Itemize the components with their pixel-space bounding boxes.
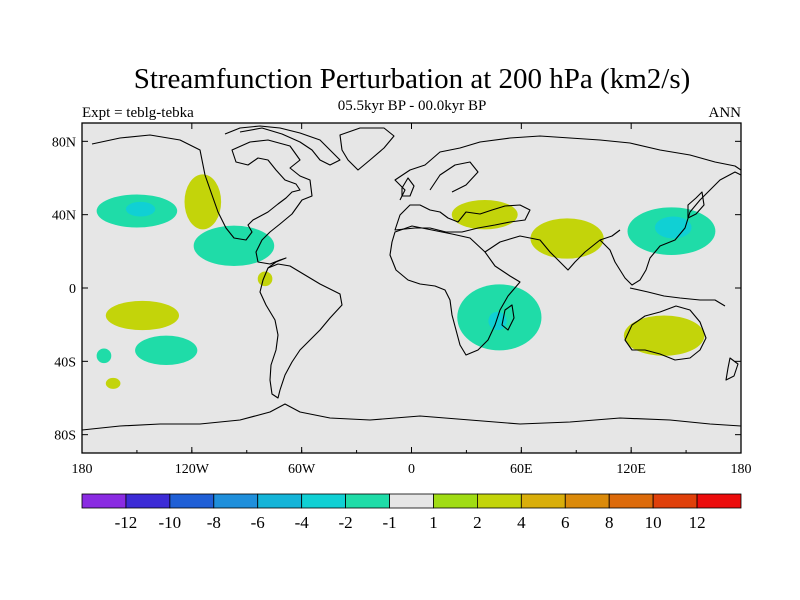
y-axis: 80N 40N 0 40S 80S: [52, 135, 741, 444]
colorbar-box: [520, 493, 566, 509]
season-label: ANN: [709, 105, 742, 121]
coast-canada-islands: [224, 125, 341, 166]
map-background: [82, 123, 741, 453]
anomaly-n-pacific-low-core: [125, 201, 156, 217]
coast-arabia-india: [484, 229, 621, 271]
coastlines: [82, 125, 741, 431]
colorbar-label: -2: [339, 513, 353, 532]
anomaly-australia-high: [623, 315, 705, 356]
x-tick-label: 0: [408, 462, 415, 477]
x-axis: 180 120W 60W 0 60E 120E 180: [72, 123, 752, 477]
y-tick-label: 0: [69, 282, 76, 297]
colorbar-label: 2: [473, 513, 482, 532]
coast-australia: [624, 305, 707, 361]
coast-greenland: [339, 127, 395, 171]
x-tick-label: 120W: [175, 462, 210, 477]
colorbar-label: 1: [429, 513, 438, 532]
coast-north-america: [91, 134, 313, 269]
x-tick-label: 60E: [510, 462, 533, 477]
colorbar-label: 12: [689, 513, 706, 532]
colorbar-box: [257, 493, 303, 509]
anomaly-n-south-america-high: [257, 271, 273, 287]
colorbar-label: -8: [207, 513, 221, 532]
colorbar-label: -1: [382, 513, 396, 532]
coast-new-zealand: [725, 357, 739, 381]
coast-indonesia: [629, 287, 726, 307]
colorbar-label: -6: [251, 513, 265, 532]
colorbar-box: [81, 493, 127, 509]
colorbar-box: [433, 493, 478, 509]
colorbar-box: [169, 493, 215, 509]
map-plot-area: 180 120W 60W 0 60E 120E 180 80N 40N 0 40S 80S: [52, 122, 752, 477]
coast-madagascar: [501, 304, 515, 331]
chart-title: Streamfunction Perturbation at 200 hPa (…: [134, 63, 691, 95]
x-tick-label: 180: [731, 462, 752, 477]
y-tick-label: 40S: [54, 355, 76, 370]
period-label: 05.5kyr BP - 00.0kyr BP: [338, 98, 487, 114]
anomaly-se-pacific-low: [96, 348, 112, 364]
x-tick-label: 120E: [616, 462, 646, 477]
x-tick-label: 60W: [288, 462, 316, 477]
x-tick-label: 180: [72, 462, 93, 477]
colorbar-box: [564, 493, 610, 509]
anomaly-far-s-pacific-high: [105, 377, 121, 389]
y-tick-label: 40N: [52, 209, 76, 224]
anomaly-s-pacific-high: [105, 300, 180, 331]
colorbar-box: [696, 493, 742, 509]
anomaly-w-north-america-high: [184, 174, 222, 230]
experiment-label: Expt = teblg-tebka: [82, 105, 194, 121]
coast-eurasia-north: [394, 135, 741, 201]
colorbar-label: -10: [159, 513, 182, 532]
colorbar-box: [389, 493, 434, 509]
anomaly-nw-pacific-low-core: [654, 216, 692, 239]
colorbar-label: -4: [295, 513, 310, 532]
colorbar-label: 8: [605, 513, 614, 532]
colorbar-box: [301, 493, 346, 509]
colorbar-box: [345, 493, 390, 509]
anomaly-gulf-of-mexico-low: [193, 225, 275, 266]
anomaly-south-asia-high: [530, 218, 604, 259]
coast-uk-ireland: [401, 177, 415, 197]
colorbar-label: 6: [561, 513, 570, 532]
anomaly-mediterranean-high: [451, 200, 518, 230]
colorbar-box: [608, 493, 654, 509]
coast-antarctica: [82, 403, 741, 431]
y-tick-label: 80S: [54, 429, 76, 444]
colorbar-box: [213, 493, 259, 509]
y-tick-label: 80N: [52, 135, 76, 150]
coast-south-america: [259, 263, 343, 399]
anomaly-s-pacific-low: [135, 335, 198, 366]
coast-africa: [389, 225, 521, 356]
coast-japan: [687, 191, 705, 219]
colorbar-label: -12: [115, 513, 138, 532]
colorbar-box: [652, 493, 698, 509]
colorbar-box: [476, 493, 522, 509]
coast-mediterranean-europe: [394, 204, 531, 233]
coast-scandinavia: [429, 161, 479, 193]
colorbar: -12 -10 -8 -6 -4 -2 -1 1 2 4 6 8 10 12: [81, 493, 742, 532]
colorbar-label: 4: [517, 513, 526, 532]
colorbar-box: [125, 493, 171, 509]
colorbar-label: 10: [645, 513, 662, 532]
coast-southeast-asia: [599, 171, 741, 286]
